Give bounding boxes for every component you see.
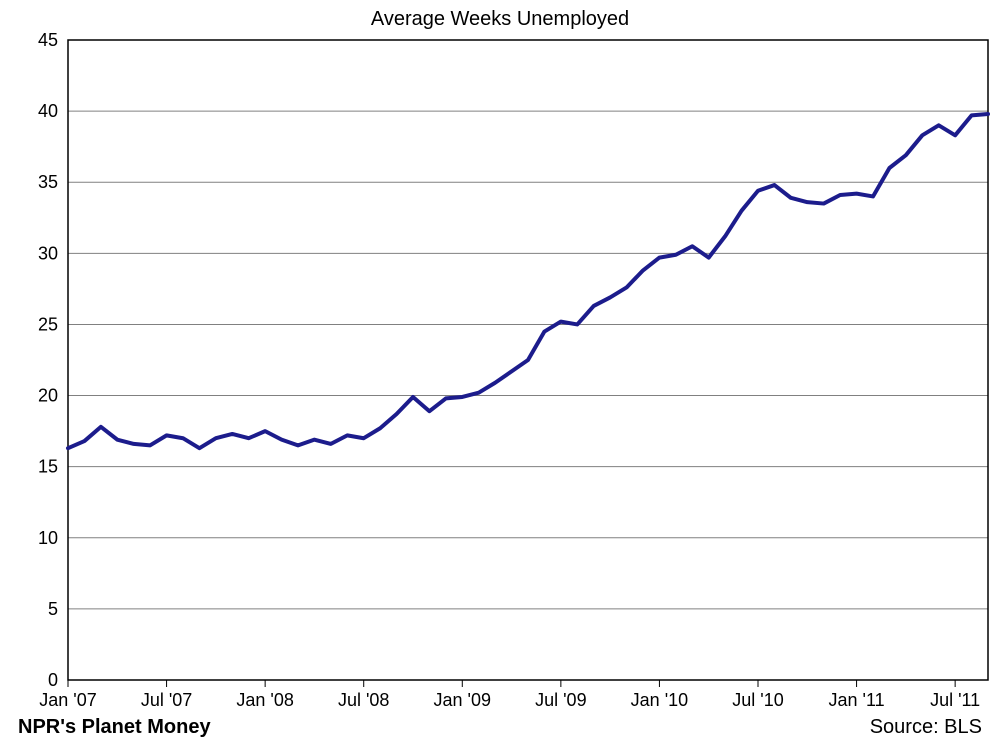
svg-text:30: 30	[38, 243, 58, 263]
svg-text:Jan '08: Jan '08	[236, 690, 293, 710]
svg-text:25: 25	[38, 314, 58, 334]
svg-text:10: 10	[38, 528, 58, 548]
chart-plot-area: 0 5 10 15 20 25 30 35 40 45 Jan '07 Jul '07 Jan '08 J…	[0, 0, 1000, 749]
svg-text:40: 40	[38, 101, 58, 121]
svg-text:45: 45	[38, 30, 58, 50]
footer-source: Source: BLS	[870, 716, 982, 739]
svg-text:Jan '11: Jan '11	[828, 690, 884, 710]
svg-text:15: 15	[38, 457, 58, 477]
svg-text:5: 5	[48, 599, 58, 619]
svg-text:0: 0	[48, 670, 58, 690]
footer-attribution: NPR's Planet Money	[18, 716, 211, 739]
svg-text:Jul '10: Jul '10	[732, 690, 783, 710]
chart-title: Average Weeks Unemployed	[0, 8, 1000, 31]
svg-text:Jan '10: Jan '10	[631, 690, 688, 710]
svg-text:Jul '08: Jul '08	[338, 690, 389, 710]
svg-text:35: 35	[38, 172, 58, 192]
svg-text:Jul '09: Jul '09	[535, 690, 586, 710]
svg-text:20: 20	[38, 386, 58, 406]
chart-container: Average Weeks Unemployed 0 5 10 15 20 25 30 35 4…	[0, 0, 1000, 749]
svg-text:Jul '07: Jul '07	[141, 690, 192, 710]
svg-text:Jul '11: Jul '11	[930, 690, 980, 710]
svg-text:Jan '09: Jan '09	[434, 690, 491, 710]
svg-text:Jan '07: Jan '07	[39, 690, 96, 710]
